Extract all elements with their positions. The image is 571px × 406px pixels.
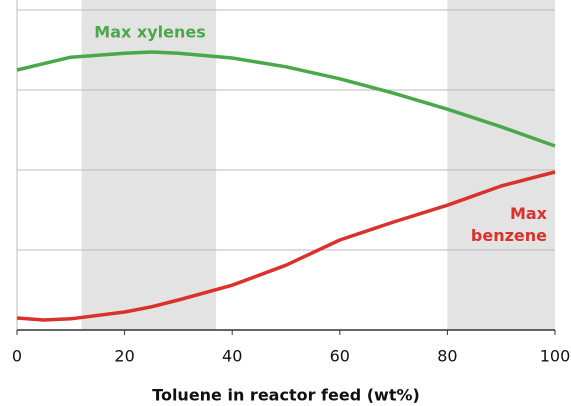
x-tick-label: 40	[222, 347, 242, 366]
x-axis-label: Toluene in reactor feed (wt%)	[152, 386, 420, 405]
series-label: Max benzene	[471, 204, 548, 245]
shaded-range	[81, 0, 217, 330]
x-tick-label: 100	[540, 347, 571, 366]
line	[16, 50, 556, 148]
x-tick-label: 80	[437, 347, 457, 366]
line	[16, 170, 556, 322]
x-tick-label: 20	[114, 347, 134, 366]
series-label: Max xylenes	[94, 23, 205, 42]
x-tick-label: 60	[330, 347, 350, 366]
shaded-range	[447, 0, 555, 330]
x-tick-label: 0	[12, 347, 22, 366]
